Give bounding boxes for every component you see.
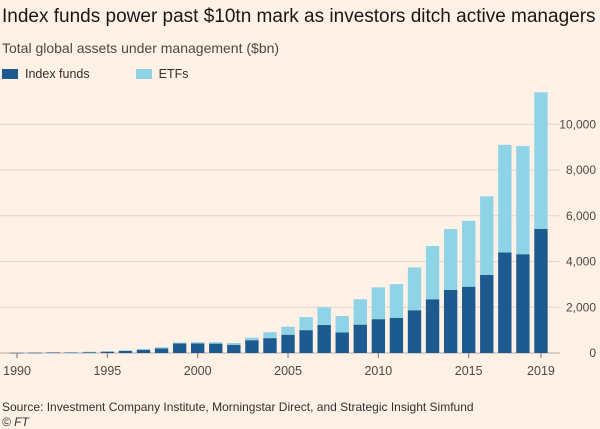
bar-index-funds — [462, 286, 476, 353]
bar-index-funds — [281, 334, 295, 353]
bar-index-funds — [389, 317, 404, 353]
chart-subtitle: Total global assets under management ($b… — [2, 40, 280, 56]
legend-item-index-funds: Index funds — [2, 67, 90, 81]
bar-etfs — [498, 144, 512, 253]
bar-etfs — [64, 352, 78, 353]
bar-etfs — [407, 267, 422, 311]
legend-label-index-funds: Index funds — [25, 67, 90, 81]
legend-label-etfs: ETFs — [158, 67, 189, 81]
bar-etfs — [209, 342, 223, 344]
bar-index-funds — [353, 324, 367, 353]
bar-etfs — [443, 229, 458, 290]
bar-etfs — [534, 92, 548, 229]
bar-etfs — [245, 337, 259, 341]
bar-etfs — [263, 332, 277, 339]
legend-swatch-etfs — [135, 69, 152, 79]
bar-etfs — [425, 245, 440, 300]
chart-legend: Index funds ETFs — [2, 67, 235, 81]
legend-swatch-index-funds — [2, 69, 18, 79]
x-tick-label: 2000 — [184, 364, 212, 378]
bar-etfs — [82, 351, 96, 353]
bar-index-funds — [516, 254, 530, 353]
bar-index-funds — [443, 289, 458, 353]
bar-index-funds — [82, 352, 96, 353]
bar-etfs — [299, 317, 313, 331]
bar-etfs — [227, 342, 241, 345]
bar-index-funds — [46, 352, 60, 354]
bar-etfs — [281, 326, 295, 335]
x-tick-label: 2005 — [274, 364, 302, 378]
bar-index-funds — [172, 343, 187, 353]
bar-index-funds — [498, 252, 512, 353]
x-tick-label: 2019 — [527, 364, 555, 378]
bar-etfs — [389, 284, 404, 318]
y-tick-label: 6,000 — [566, 209, 596, 223]
legend-item-etfs: ETFs — [135, 67, 189, 81]
bar-etfs — [335, 315, 349, 333]
bar-index-funds — [136, 349, 151, 353]
y-tick-label: 2,000 — [566, 300, 596, 314]
x-tick-label: 2015 — [455, 364, 483, 378]
y-tick-label: 4,000 — [566, 255, 596, 269]
bar-index-funds — [425, 299, 440, 353]
bar-index-funds — [335, 332, 349, 353]
bar-etfs — [462, 220, 476, 287]
bar-etfs — [516, 146, 530, 255]
bar-index-funds — [263, 338, 277, 353]
bar-etfs — [154, 347, 169, 349]
bar-index-funds — [245, 340, 259, 353]
stacked-bar-chart: 0 2,000 4,000 6,000 8,000 10,000 1990 1995 2000 2… — [0, 92, 596, 378]
bars — [10, 92, 548, 354]
x-tick-label: 1990 — [3, 364, 31, 378]
axes: 0 2,000 4,000 6,000 8,000 10,000 1990 1995 2000 2… — [3, 117, 596, 378]
bar-etfs — [317, 307, 331, 325]
bar-index-funds — [28, 352, 42, 354]
y-tick-label: 8,000 — [566, 163, 596, 177]
bar-index-funds — [154, 348, 169, 353]
grid-lines — [0, 123, 560, 354]
bar-index-funds — [534, 228, 548, 353]
bar-index-funds — [480, 275, 494, 353]
bar-etfs — [371, 287, 386, 320]
bar-index-funds — [371, 319, 386, 353]
y-tick-label: 10,000 — [559, 117, 596, 131]
x-tick-label: 2010 — [364, 364, 392, 378]
source-note: Source: Investment Company Institute, Mo… — [2, 400, 474, 414]
bar-index-funds — [100, 351, 115, 353]
bar-index-funds — [118, 350, 133, 353]
bar-index-funds — [227, 344, 241, 353]
bar-index-funds — [209, 343, 223, 353]
bar-etfs — [100, 351, 115, 352]
bar-index-funds — [407, 310, 422, 353]
bar-index-funds — [191, 343, 205, 353]
bar-etfs — [480, 196, 494, 276]
chart-title: Index funds power past $10tn mark as inv… — [2, 6, 596, 27]
copyright-note: © FT — [2, 415, 29, 429]
bar-etfs — [191, 342, 205, 344]
bar-etfs — [172, 342, 187, 344]
bar-index-funds — [317, 324, 331, 353]
x-tick-label: 1995 — [93, 364, 121, 378]
bar-etfs — [353, 299, 367, 325]
y-tick-label: 0 — [589, 346, 596, 360]
bar-etfs — [136, 348, 151, 350]
bar-index-funds — [299, 330, 313, 353]
bar-etfs — [118, 350, 133, 351]
